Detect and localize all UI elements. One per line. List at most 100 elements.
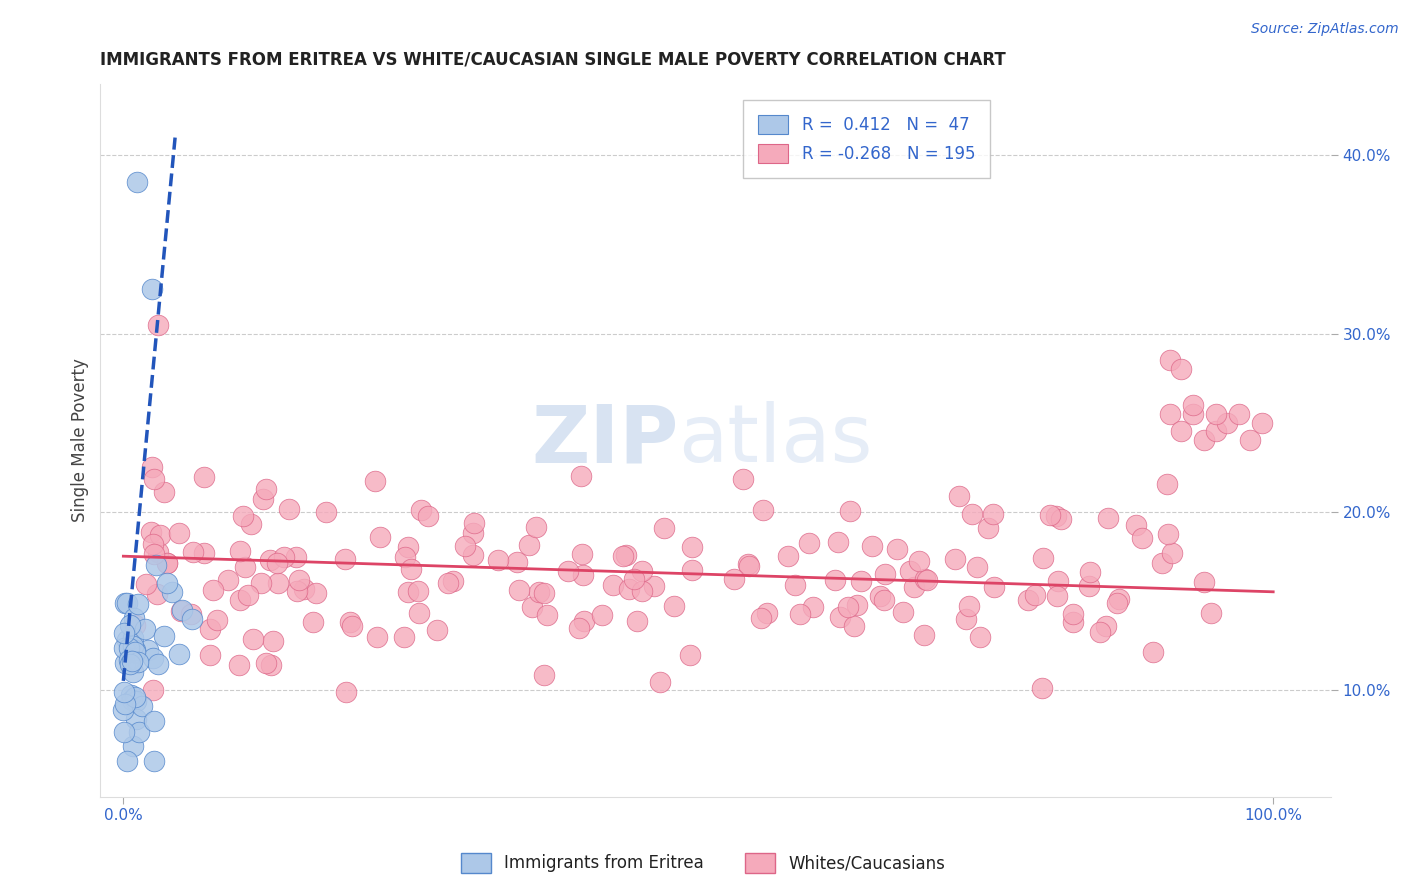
Point — [948, 489, 970, 503]
Point — [406, 583, 429, 598]
Point — [1142, 644, 1164, 658]
Point — [254, 483, 277, 497]
Point — [756, 606, 779, 620]
Point — [148, 545, 170, 559]
Point — [114, 596, 136, 610]
Point — [966, 559, 988, 574]
Point — [571, 568, 593, 582]
Point — [824, 573, 846, 587]
Point — [1205, 425, 1227, 439]
Point — [1181, 398, 1204, 412]
Point — [731, 472, 754, 486]
Point — [143, 754, 166, 768]
Point — [122, 611, 145, 625]
Point — [416, 508, 439, 523]
Point — [1047, 574, 1070, 588]
Point — [141, 460, 163, 475]
Point — [463, 516, 485, 531]
Point — [302, 615, 325, 630]
Point — [167, 647, 190, 661]
Point — [1199, 606, 1222, 620]
Point — [127, 655, 149, 669]
Point — [259, 552, 281, 566]
Point — [461, 548, 484, 562]
Point — [572, 614, 595, 628]
Point — [142, 537, 165, 551]
Point — [201, 582, 224, 597]
Point — [801, 600, 824, 615]
Point — [454, 539, 477, 553]
Point — [120, 688, 142, 702]
Point — [1156, 477, 1178, 491]
Point — [229, 592, 252, 607]
Point — [135, 577, 157, 591]
Point — [112, 685, 135, 699]
Point — [1107, 596, 1129, 610]
Point — [776, 549, 799, 564]
Point — [114, 656, 136, 670]
Point — [399, 562, 422, 576]
Point — [368, 530, 391, 544]
Point — [152, 629, 174, 643]
Point — [623, 572, 645, 586]
Point — [527, 584, 550, 599]
Point — [652, 521, 675, 535]
Point — [198, 622, 221, 636]
Point — [249, 576, 271, 591]
Point — [1062, 607, 1084, 621]
Point — [845, 598, 868, 612]
Point — [875, 566, 897, 581]
Point — [146, 587, 169, 601]
Point — [156, 575, 179, 590]
Point — [520, 599, 543, 614]
Point — [120, 657, 142, 671]
Point — [266, 556, 288, 570]
Point — [860, 539, 883, 553]
Point — [228, 658, 250, 673]
Point — [181, 611, 204, 625]
Point — [898, 564, 921, 578]
Y-axis label: Single Male Poverty: Single Male Poverty — [72, 359, 89, 523]
Point — [118, 653, 141, 667]
Point — [396, 540, 419, 554]
Point — [115, 596, 138, 610]
Point — [1049, 512, 1071, 526]
Point — [1077, 578, 1099, 592]
Point — [533, 668, 555, 682]
Point — [252, 491, 274, 506]
Point — [115, 754, 138, 768]
Point — [571, 547, 593, 561]
Point — [142, 650, 165, 665]
Point — [1125, 517, 1147, 532]
Point — [426, 623, 449, 637]
Point — [198, 648, 221, 662]
Point — [1045, 509, 1067, 524]
Point — [441, 574, 464, 588]
Point — [506, 555, 529, 569]
Point — [134, 622, 156, 636]
Point — [342, 618, 364, 632]
Point — [125, 713, 148, 727]
Point — [662, 599, 685, 614]
Point — [181, 545, 204, 559]
Point — [1239, 434, 1261, 448]
Point — [1205, 407, 1227, 421]
Point — [242, 632, 264, 647]
Point — [785, 577, 807, 591]
Point — [789, 607, 811, 621]
Point — [115, 632, 138, 647]
Point — [837, 600, 859, 615]
Point — [170, 602, 193, 616]
Point — [366, 630, 388, 644]
Point — [1192, 434, 1215, 448]
Point — [1017, 592, 1039, 607]
Point — [1181, 407, 1204, 421]
Point — [907, 554, 929, 568]
Point — [955, 612, 977, 626]
Point — [626, 615, 648, 629]
Point — [112, 725, 135, 739]
Point — [118, 617, 141, 632]
Point — [1078, 565, 1101, 579]
Point — [828, 610, 851, 624]
Point — [152, 484, 174, 499]
